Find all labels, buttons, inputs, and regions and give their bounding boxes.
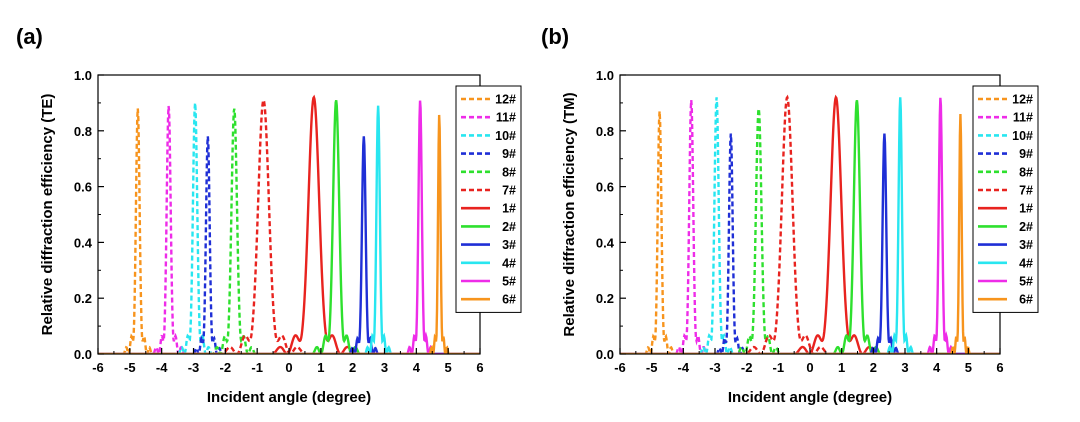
series-line-11 [620,100,1000,354]
x-tick-label: 4 [933,360,941,375]
legend-entry: 7# [1019,184,1033,198]
x-tick-label: -4 [678,360,690,375]
y-axis-label: Relative diffraction efficiency (TE) [39,94,56,336]
y-tick-label: 0.8 [596,124,614,139]
legend-entry: 2# [502,220,516,234]
x-tick-label: -6 [92,360,104,375]
legend-entry: 1# [1019,202,1033,216]
legend-entry: 9# [502,147,516,161]
x-tick-label: 2 [349,360,356,375]
x-tick-label: 0 [806,360,813,375]
curves [620,94,1000,354]
series-line-11 [98,105,480,354]
y-axis-label: Relative diffraction efficiency (TM) [561,92,578,336]
y-tick-label: 0.4 [596,235,615,250]
legend-entry: 12# [1012,93,1033,107]
x-axis-label: Incident angle (degree) [207,389,371,406]
panel-b: (b) -6 -5 -4 -3 -2 -1 0 1 2 3 4 5 6 0.0 0.2 0.4 0.6 0.8 1.0… [541,24,1039,406]
legend-entry: 3# [502,238,516,252]
x-tick-label: 2 [870,360,877,375]
legend-entry: 8# [1019,165,1033,179]
legend-entry: 12# [495,93,516,107]
y-tick-label: 0.6 [74,180,92,195]
x-tick-label: 3 [381,360,388,375]
legend-entry: 6# [502,293,516,307]
x-tick-label: -3 [709,360,721,375]
series-line-5 [620,97,1000,354]
x-tick-label: 5 [965,360,972,375]
y-tick-label: 0.0 [596,347,614,362]
y-tick-label: 1.0 [596,68,614,83]
legend-entry: 10# [1012,129,1033,143]
x-tick-label: -2 [741,360,753,375]
legend-entry: 2# [1019,220,1033,234]
legend-entry: 8# [502,165,516,179]
legend-entry: 4# [502,256,516,270]
legend-entry: 7# [502,184,516,198]
x-tick-label: 0 [285,360,292,375]
legend-entry: 3# [1019,238,1033,252]
x-tick-label: 6 [996,360,1003,375]
panel-label: (b) [541,24,569,49]
legend-box [455,85,522,313]
y-tick-label: 0.6 [596,180,614,195]
x-axis-label: Incident angle (degree) [728,389,892,406]
legend-entry: 11# [496,111,516,125]
x-tick-label: 5 [445,360,452,375]
panel-label: (a) [16,24,43,49]
y-tick-label: 0.4 [74,235,93,250]
x-tick-label: -4 [156,360,168,375]
x-tick-label: 4 [413,360,421,375]
x-tick-label: 1 [838,360,845,375]
x-tick-label: -5 [124,360,136,375]
curves [98,94,480,354]
legend-entry: 5# [1019,275,1033,289]
legend: 12# 11# 10# 9# 8# 7# 1# 2# 3# 4# 5# 6# [455,85,522,313]
x-tick-label: -1 [251,360,263,375]
legend-entry: 4# [1019,256,1033,270]
series-line-5 [98,100,480,354]
series-line-7 [620,94,1000,354]
y-tick-label: 0.8 [74,124,92,139]
legend: 12# 11# 10# 9# 8# 7# 1# 2# 3# 4# 5# 6# [972,85,1039,313]
x-tick-label: -6 [614,360,626,375]
x-tick-label: -1 [773,360,785,375]
y-tick-label: 0.0 [74,347,92,362]
legend-entry: 10# [495,129,516,143]
x-tick-label: -2 [220,360,232,375]
x-tick-label: 6 [476,360,483,375]
y-tick-label: 1.0 [74,68,92,83]
legend-box [972,85,1039,313]
x-tick-label: 3 [901,360,908,375]
x-tick-label: -5 [646,360,658,375]
x-tick-label: -3 [188,360,200,375]
panel-a: (a) -6 -5 -4 -3 -2 -1 0 1 2 3 4 5 6 0.0 0.2 0.4 0.6 0.8 1.0… [16,24,522,406]
legend-entry: 5# [502,275,516,289]
y-tick-label: 0.2 [74,291,92,306]
legend-entry: 1# [502,202,516,216]
legend-entry: 6# [1019,293,1033,307]
x-tick-label: 1 [317,360,324,375]
y-tick-label: 0.2 [596,291,614,306]
legend-entry: 11# [1013,111,1033,125]
legend-entry: 9# [1019,147,1033,161]
